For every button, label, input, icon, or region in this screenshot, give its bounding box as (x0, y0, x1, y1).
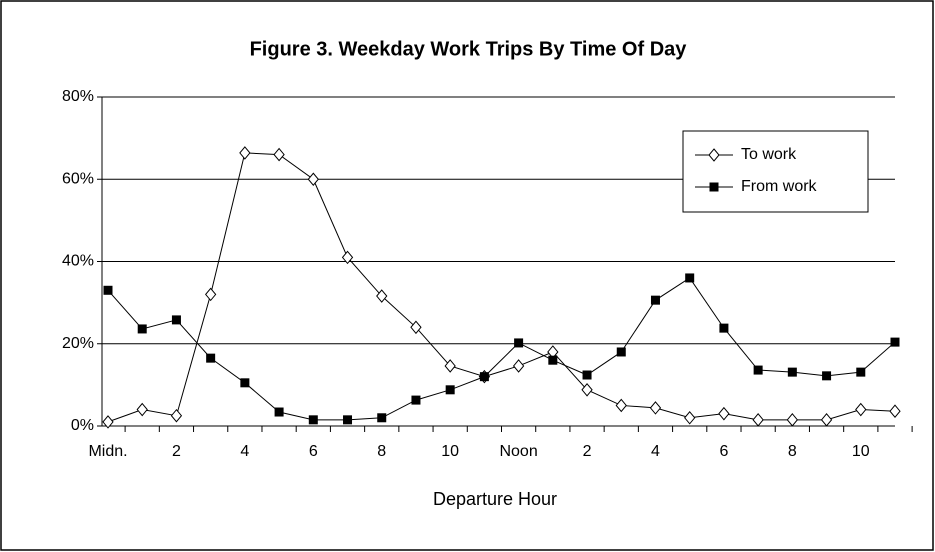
chart-title: Figure 3. Weekday Work Trips By Time Of … (250, 38, 688, 60)
data-point (170, 408, 183, 423)
series-line (107, 152, 896, 423)
data-point (377, 413, 387, 423)
data-point (239, 146, 251, 160)
data-point (307, 172, 319, 187)
x-tick-label: 4 (240, 443, 249, 460)
data-point (411, 395, 421, 405)
data-point (343, 415, 353, 425)
data-point (273, 147, 285, 162)
data-point (410, 320, 422, 335)
x-tick-label: 10 (441, 443, 459, 460)
legend-label: To work (741, 146, 797, 163)
data-point (137, 324, 147, 334)
data-point (753, 365, 763, 375)
data-point (205, 287, 217, 302)
x-tick-label: 6 (309, 443, 318, 460)
x-tick-label: 2 (583, 443, 592, 460)
data-point (512, 359, 525, 373)
x-tick-label: 8 (377, 443, 386, 460)
data-point (240, 378, 250, 388)
data-point (102, 415, 114, 429)
data-point (206, 353, 216, 363)
x-tick-label: Noon (499, 443, 537, 460)
data-point (308, 415, 318, 425)
data-point (582, 370, 592, 380)
data-point (581, 383, 593, 397)
data-point (752, 413, 764, 427)
legend-marker (708, 148, 720, 162)
data-point (718, 406, 730, 421)
x-tick-label: 6 (719, 443, 728, 460)
data-point (548, 355, 558, 365)
y-tick-label: 0% (71, 417, 94, 434)
legend-box (682, 130, 869, 213)
data-point (514, 338, 524, 348)
data-point (890, 337, 900, 347)
x-tick-label: Midn. (88, 443, 127, 460)
data-point (685, 273, 695, 283)
y-tick-label: 20% (62, 335, 94, 352)
data-point (650, 295, 660, 305)
y-tick-label: 60% (62, 170, 94, 187)
data-point (889, 404, 901, 418)
x-tick-label: 4 (651, 443, 660, 460)
data-point (684, 410, 696, 425)
data-point (444, 359, 456, 373)
data-point (822, 371, 832, 381)
data-point (615, 398, 627, 413)
data-point (274, 407, 284, 417)
data-point (341, 250, 354, 265)
series-line (107, 277, 896, 421)
legend-label: From work (741, 178, 818, 195)
data-point (136, 402, 148, 417)
data-point (103, 285, 113, 295)
x-tick-label: 10 (852, 443, 870, 460)
y-tick-label: 80% (62, 88, 94, 105)
data-point (616, 347, 626, 357)
data-point (479, 372, 489, 382)
legend-marker (709, 182, 719, 192)
x-tick-label: 8 (788, 443, 797, 460)
data-point (445, 385, 455, 395)
x-axis-label: Departure Hour (433, 489, 557, 509)
data-point (856, 367, 866, 377)
data-point (649, 401, 662, 415)
data-point (820, 413, 833, 427)
data-point (719, 323, 729, 333)
x-tick-label: 2 (172, 443, 181, 460)
data-point (376, 289, 388, 303)
data-point (786, 413, 798, 427)
data-point (171, 315, 181, 325)
data-point (855, 402, 867, 417)
y-tick-label: 40% (62, 253, 94, 270)
data-point (787, 367, 797, 377)
